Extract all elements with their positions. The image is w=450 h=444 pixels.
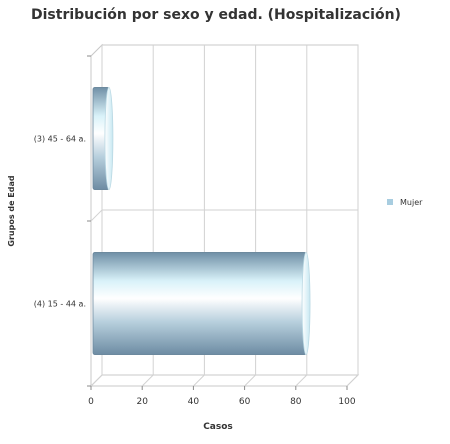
y-axis-title: Grupos de Edad	[7, 175, 16, 247]
x-axis-tick-labels: 0 20 40 60 80 100	[88, 397, 356, 407]
floor-gridline	[295, 374, 308, 387]
floor-gridline	[244, 374, 256, 387]
x-tick-label: 0	[88, 397, 94, 407]
x-tick-label: 40	[188, 397, 200, 407]
legend-swatch-mujer	[387, 199, 393, 205]
chart-legend: Mujer	[387, 198, 423, 207]
floor-gridline	[141, 374, 154, 387]
bar-1-end-cap	[301, 251, 311, 356]
category-wall-gridline	[90, 209, 103, 222]
x-tick-label: 20	[136, 397, 148, 407]
floor-gridline	[346, 374, 359, 387]
x-tick-label: 100	[338, 397, 355, 407]
legend-label-mujer: Mujer	[400, 198, 423, 207]
chart-title: Distribución por sexo y edad. (Hospitali…	[31, 7, 401, 23]
bar-1-body	[92, 251, 307, 356]
x-axis-title: Casos	[203, 422, 233, 432]
chart-bars	[92, 86, 311, 356]
bar-0-end-cap	[104, 86, 114, 191]
floor-gridline	[193, 374, 205, 387]
y-category-label: (3) 45 - 64 a.	[34, 135, 86, 144]
y-axis-labels: (3) 45 - 64 a. (4) 15 - 44 a.	[34, 135, 86, 309]
floor-gridline	[90, 374, 103, 387]
plot-floor	[89, 374, 360, 387]
y-category-label: (4) 15 - 44 a.	[34, 300, 86, 309]
x-tick-label: 80	[290, 397, 302, 407]
x-tick-label: 60	[239, 397, 251, 407]
